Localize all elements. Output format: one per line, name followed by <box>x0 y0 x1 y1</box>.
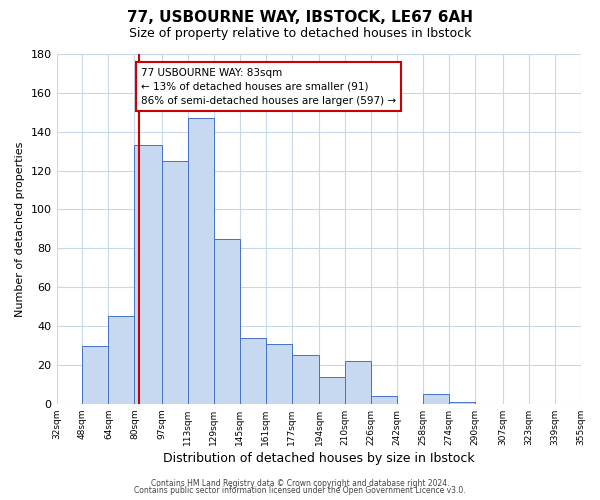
Bar <box>188 118 214 404</box>
Text: 77 USBOURNE WAY: 83sqm
← 13% of detached houses are smaller (91)
86% of semi-det: 77 USBOURNE WAY: 83sqm ← 13% of detached… <box>141 68 396 106</box>
Text: Size of property relative to detached houses in Ibstock: Size of property relative to detached ho… <box>129 28 471 40</box>
Bar <box>319 376 345 404</box>
X-axis label: Distribution of detached houses by size in Ibstock: Distribution of detached houses by size … <box>163 452 475 465</box>
Bar <box>109 316 134 404</box>
Bar <box>292 355 319 404</box>
Bar <box>82 346 109 404</box>
Bar <box>449 402 475 404</box>
Text: Contains public sector information licensed under the Open Government Licence v3: Contains public sector information licen… <box>134 486 466 495</box>
Bar <box>214 238 240 404</box>
Bar <box>266 344 292 404</box>
Text: 77, USBOURNE WAY, IBSTOCK, LE67 6AH: 77, USBOURNE WAY, IBSTOCK, LE67 6AH <box>127 10 473 25</box>
Bar <box>162 161 188 404</box>
Text: Contains HM Land Registry data © Crown copyright and database right 2024.: Contains HM Land Registry data © Crown c… <box>151 478 449 488</box>
Bar <box>240 338 266 404</box>
Bar <box>371 396 397 404</box>
Y-axis label: Number of detached properties: Number of detached properties <box>15 141 25 316</box>
Bar <box>134 146 162 404</box>
Bar <box>345 361 371 404</box>
Bar <box>423 394 449 404</box>
